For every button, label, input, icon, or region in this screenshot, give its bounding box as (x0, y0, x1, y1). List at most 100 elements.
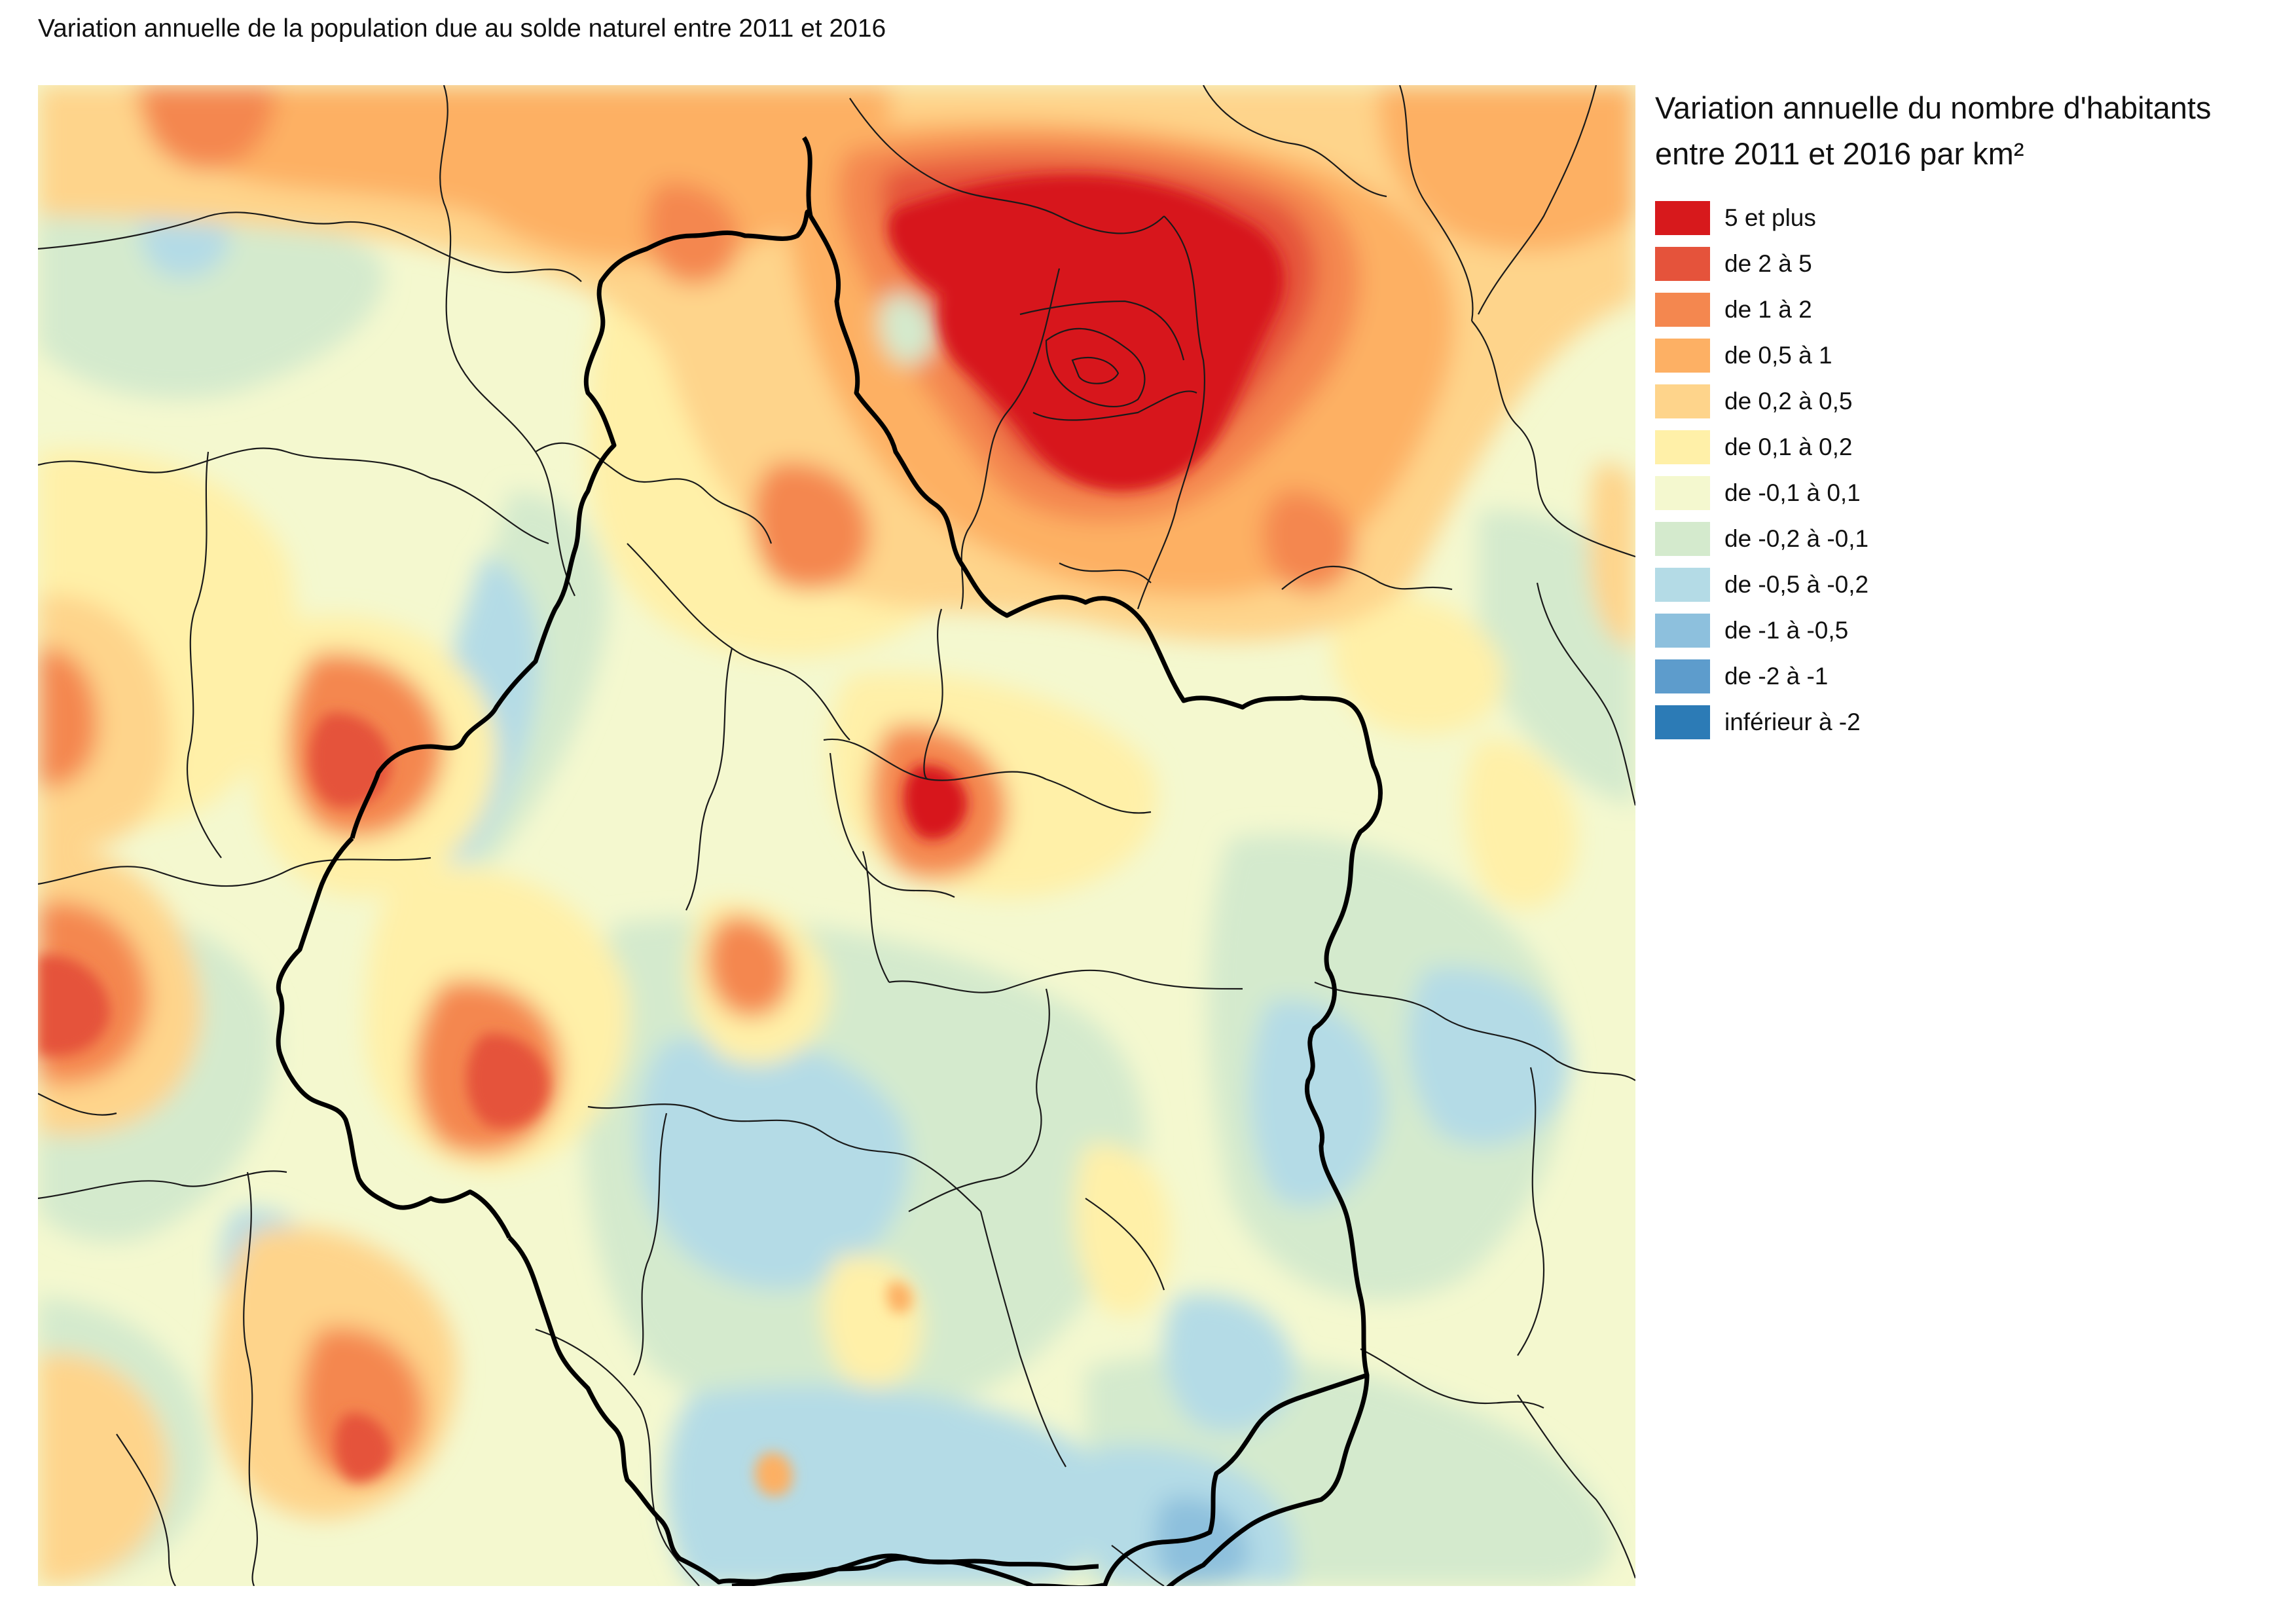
boundary-line (38, 212, 582, 282)
region-boundary (276, 836, 512, 1239)
boundary-line (633, 1113, 668, 1376)
legend-swatch (1655, 430, 1710, 464)
legend-title-line-1: Variation annuelle du nombre d'habitants (1655, 90, 2212, 125)
zone-positive-light (1074, 1143, 1172, 1316)
population-variation-map[interactable] (38, 85, 1635, 1586)
boundary-line (535, 442, 773, 544)
region-boundary (507, 1236, 1099, 1585)
boundary-line (1360, 1348, 1544, 1409)
boundary-line (1071, 357, 1120, 384)
boundary-line (1517, 1067, 1545, 1356)
boundary-line (888, 969, 1243, 993)
legend-label: de 0,1 à 0,2 (1724, 434, 1853, 460)
legend: Variation annuelle du nombre d'habitants… (1655, 85, 2284, 745)
legend-item: de 0,1 à 0,2 (1655, 424, 2284, 470)
boundary-line (1085, 1198, 1165, 1291)
legend-item: de -0,2 à -0,1 (1655, 516, 2284, 562)
zone-negative-strong (1163, 1294, 1295, 1433)
boundary-line (685, 648, 733, 911)
paris-core (38, 175, 1285, 1496)
boundary-line (243, 1172, 259, 1586)
boundary-line (823, 738, 1047, 781)
legend-label: de 0,5 à 1 (1724, 342, 1832, 369)
legend-label: de -0,5 à -0,2 (1724, 571, 1869, 598)
boundary-line (38, 1093, 117, 1116)
legend-item: de 2 à 5 (1655, 241, 2284, 287)
legend-label: de 1 à 2 (1724, 296, 1812, 323)
boundary-line (38, 447, 549, 545)
legend-label: de 0,2 à 0,5 (1724, 388, 1853, 415)
zone-negative-strong (1408, 967, 1570, 1146)
boundary-line (627, 543, 850, 741)
zone-negative-strong (1155, 1496, 1249, 1586)
legend-item: de 0,2 à 0,5 (1655, 378, 2284, 424)
legend-classes: 5 et plus de 2 à 5 de 1 à 2 de 0,5 à 1 de 0,… (1655, 195, 2284, 745)
boundary-line (1111, 1545, 1165, 1586)
region-boundary (350, 210, 813, 839)
boundary-line (829, 752, 955, 898)
zone-positive-high (301, 1327, 425, 1481)
boundary-line (1032, 390, 1197, 421)
zone-positive-mid (1379, 85, 1635, 251)
legend-swatch (1655, 201, 1710, 235)
zone-positive-light (1332, 593, 1504, 735)
zone-positive-light (1464, 739, 1577, 908)
legend-swatch (1655, 614, 1710, 648)
region-boundary (801, 136, 813, 217)
boundary-line (908, 988, 1050, 1212)
legend-swatch (1655, 659, 1710, 693)
boundary-line (535, 1328, 700, 1586)
department-boundaries (38, 85, 1635, 1586)
legend-swatch (1655, 339, 1710, 373)
legend-item: de -2 à -1 (1655, 654, 2284, 699)
boundary-line (1536, 582, 1635, 806)
region-boundary (808, 215, 1383, 1586)
legend-item: 5 et plus (1655, 195, 2284, 241)
legend-swatch (1655, 293, 1710, 327)
boundary-line (1478, 85, 1597, 315)
boundary-line (116, 1433, 176, 1586)
zone-negative-strong (1250, 999, 1387, 1207)
zone-positive-high (38, 648, 98, 788)
legend-swatch (1655, 247, 1710, 281)
zone-positive-mid (38, 1353, 169, 1586)
legend-item: de 0,5 à 1 (1655, 333, 2284, 378)
boundary-line (1046, 778, 1152, 814)
zone-negative (38, 193, 384, 399)
legend-item: de -0,1 à 0,1 (1655, 470, 2284, 516)
map-frame[interactable] (38, 85, 1635, 1586)
boundary-line (1314, 981, 1635, 1081)
page-title: Variation annuelle de la population due … (38, 14, 886, 43)
legend-label: inférieur à -2 (1724, 709, 1861, 735)
boundary-line (979, 1211, 1066, 1467)
legend-title-line-2: entre 2011 et 2016 par km² (1655, 136, 2024, 171)
boundary-line (38, 1170, 287, 1200)
boundary-line (587, 1103, 981, 1212)
boundary-line (923, 608, 943, 781)
boundary-line (1398, 85, 1474, 322)
boundary-line (186, 451, 222, 858)
legend-item: de 1 à 2 (1655, 287, 2284, 333)
legend-label: 5 et plus (1724, 204, 1816, 231)
boundary-line (849, 98, 1165, 234)
legend-label: de -2 à -1 (1724, 663, 1829, 690)
boundary-line (1517, 1394, 1635, 1579)
legend-item: de -0,5 à -0,2 (1655, 562, 2284, 608)
zone-positive-high (646, 182, 740, 285)
legend-label: de -1 à -0,5 (1724, 617, 1849, 644)
boundary-line (862, 851, 890, 983)
legend-label: de -0,1 à 0,1 (1724, 479, 1861, 506)
legend-swatch (1655, 476, 1710, 510)
boundary-line (38, 857, 431, 887)
legend-item: de -1 à -0,5 (1655, 608, 2284, 654)
boundary-line (1045, 327, 1146, 407)
legend-swatch (1655, 384, 1710, 418)
legend-swatch (1655, 568, 1710, 602)
boundary-line (1019, 300, 1185, 361)
zone-positive-mid (1590, 464, 1635, 648)
zone-negative-strong (638, 1035, 909, 1290)
boundary-line (1281, 565, 1453, 591)
legend-item: inférieur à -2 (1655, 699, 2284, 745)
legend-swatch (1655, 522, 1710, 556)
boundary-line (1137, 215, 1206, 610)
